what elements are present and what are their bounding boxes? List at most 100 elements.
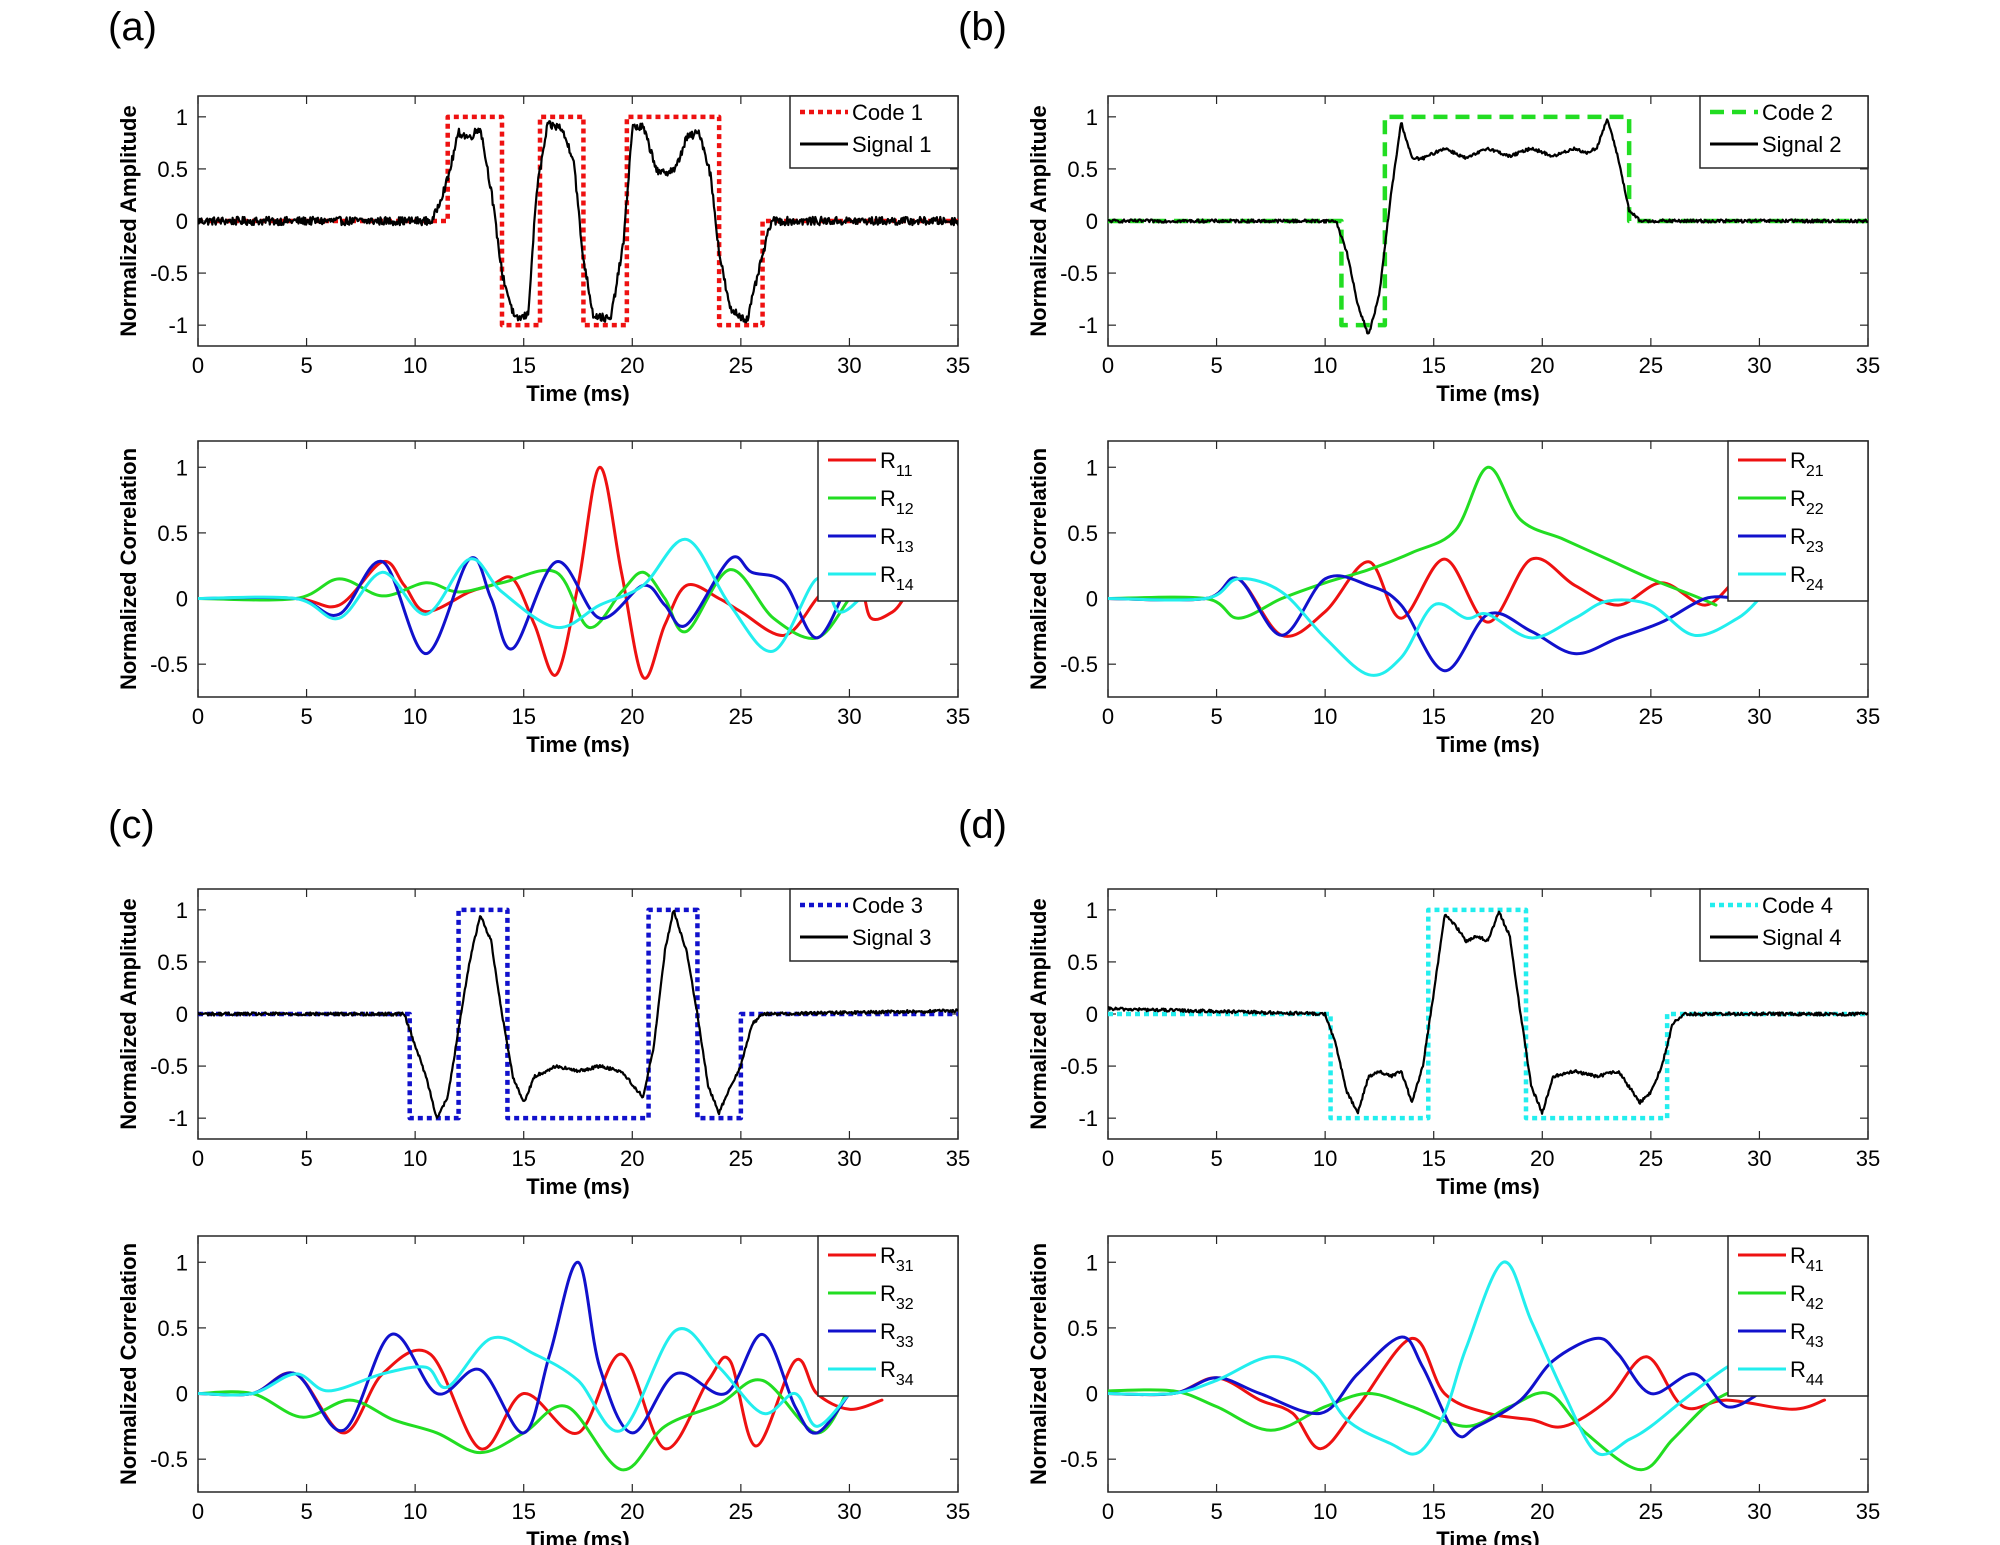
x-tick-label: 25: [1639, 1146, 1663, 1171]
y-tick-label: 1: [176, 898, 188, 923]
y-tick-label: 0.5: [157, 1316, 188, 1341]
x-tick-label: 35: [1856, 1146, 1880, 1171]
x-tick-label: 0: [192, 704, 204, 729]
x-tick-label: 25: [729, 353, 753, 378]
x-tick-label: 5: [1210, 1146, 1222, 1171]
y-tick-label: 1: [1086, 455, 1098, 480]
series-group: [1108, 907, 1868, 1121]
x-tick-label: 10: [1313, 704, 1337, 729]
legend-label-signal-2: Signal 2: [1762, 132, 1842, 157]
x-tick-label: 0: [1102, 353, 1114, 378]
x-tick-label: 35: [946, 1499, 970, 1524]
series-r43: [1108, 1335, 1761, 1439]
chart-c-correlation: 0 5 10 15 20 25 30 35 1 0.5 0 -0.5 Time (ms) Normaliz…: [116, 1235, 970, 1545]
x-tick-label: 25: [1639, 353, 1663, 378]
x-tick-label: 10: [1313, 1146, 1337, 1171]
y-tick-label: 0: [1086, 209, 1098, 234]
y-tick-label: -0.5: [1060, 652, 1098, 677]
x-tick-label: 35: [1856, 353, 1880, 378]
x-tick-label: 15: [511, 1499, 535, 1524]
y-tick-label: 1: [1086, 898, 1098, 923]
panel-label-a: (a): [108, 5, 157, 49]
y-axis-label: Normalized Amplitude: [1026, 898, 1051, 1129]
series-r12: [198, 568, 862, 640]
x-tick-label: 20: [620, 704, 644, 729]
x-tick-label: 20: [620, 1499, 644, 1524]
series-code-1: [198, 114, 958, 328]
y-tick-label: 1: [1086, 105, 1098, 130]
legend-box: [1699, 95, 1869, 169]
series-r24: [1108, 577, 1761, 677]
x-tick-label: 0: [1102, 704, 1114, 729]
x-tick-label: 20: [1530, 353, 1554, 378]
x-tick-label: 30: [837, 1499, 861, 1524]
x-tick-label: 25: [729, 1146, 753, 1171]
x-axis-label: Time (ms): [1436, 1174, 1540, 1199]
series-r23: [1108, 574, 1740, 673]
y-tick-label: 0: [176, 587, 188, 612]
series-group: [198, 114, 958, 328]
chart-a-amplitude: 0 5 10 15 20 25 30 35 1 0.5 0 -0.5 -1 Time (ms) Normal…: [116, 95, 970, 406]
y-tick-label: 0.5: [157, 157, 188, 182]
x-tick-label: 10: [403, 353, 427, 378]
y-tick-label: -0.5: [1060, 1447, 1098, 1472]
x-axis-label: Time (ms): [1436, 1527, 1540, 1545]
x-axis-label: Time (ms): [526, 381, 630, 406]
x-tick-label: 15: [1421, 1499, 1445, 1524]
y-axis-label: Normalized Amplitude: [116, 105, 141, 336]
x-tick-label: 15: [511, 704, 535, 729]
y-tick-label: 0: [1086, 1382, 1098, 1407]
y-tick-label: 0.5: [1067, 521, 1098, 546]
x-tick-label: 30: [1747, 704, 1771, 729]
y-tick-label: 0: [176, 1002, 188, 1027]
x-tick-label: 5: [1210, 704, 1222, 729]
x-tick-label: 15: [1421, 704, 1445, 729]
chart-d-amplitude: 0 5 10 15 20 25 30 35 1 0.5 0 -0.5 -1 Time (ms) Normal…: [1026, 888, 1880, 1199]
y-axis-label: Normalized Correlation: [116, 1243, 141, 1485]
x-tick-label: 20: [1530, 704, 1554, 729]
y-axis-label: Normalized Correlation: [1026, 448, 1051, 690]
y-axis-label: Normalized Correlation: [116, 448, 141, 690]
legend-label-code-2: Code 2: [1762, 100, 1833, 125]
y-axis-label: Normalized Amplitude: [116, 898, 141, 1129]
legend: Code 1 Signal 1: [789, 95, 959, 169]
y-axis-label: Normalized Correlation: [1026, 1243, 1051, 1485]
x-tick-label: 0: [192, 353, 204, 378]
y-tick-label: 0.5: [1067, 950, 1098, 975]
legend-box: [789, 95, 959, 169]
series-signal-1: [198, 120, 958, 324]
x-tick-label: 0: [192, 1499, 204, 1524]
y-tick-label: 1: [176, 1250, 188, 1275]
y-tick-label: 0.5: [157, 950, 188, 975]
x-tick-label: 30: [837, 704, 861, 729]
series-r22: [1108, 465, 1718, 620]
series-signal-3: [198, 909, 958, 1119]
chart-b-amplitude: 0 5 10 15 20 25 30 35 1 0.5 0 -0.5 -1 Time (ms) Normal…: [1026, 95, 1880, 406]
x-axis-label: Time (ms): [526, 1174, 630, 1199]
series-r34: [198, 1327, 851, 1433]
x-tick-label: 0: [192, 1146, 204, 1171]
y-tick-label: 0.5: [1067, 157, 1098, 182]
y-tick-label: -0.5: [1060, 1054, 1098, 1079]
x-tick-label: 20: [620, 1146, 644, 1171]
x-tick-label: 5: [1210, 1499, 1222, 1524]
x-tick-label: 15: [1421, 1146, 1445, 1171]
legend: Code 2 Signal 2: [1699, 95, 1869, 169]
series-group: [198, 907, 958, 1121]
series-r14: [198, 537, 862, 653]
y-tick-label: 0.5: [1067, 1316, 1098, 1341]
y-tick-label: -1: [1078, 1106, 1098, 1131]
series-signal-2: [1108, 118, 1868, 335]
x-tick-label: 10: [403, 1146, 427, 1171]
y-tick-label: -0.5: [150, 652, 188, 677]
chart-c-amplitude: 0 5 10 15 20 25 30 35 1 0.5 0 -0.5 -1 Time (ms) Normal…: [116, 888, 970, 1199]
series-group: [1108, 465, 1761, 677]
series-r42: [1108, 1388, 1729, 1472]
series-signal-4: [1108, 910, 1868, 1115]
legend-label-code-3: Code 3: [852, 893, 923, 918]
x-tick-label: 35: [1856, 1499, 1880, 1524]
